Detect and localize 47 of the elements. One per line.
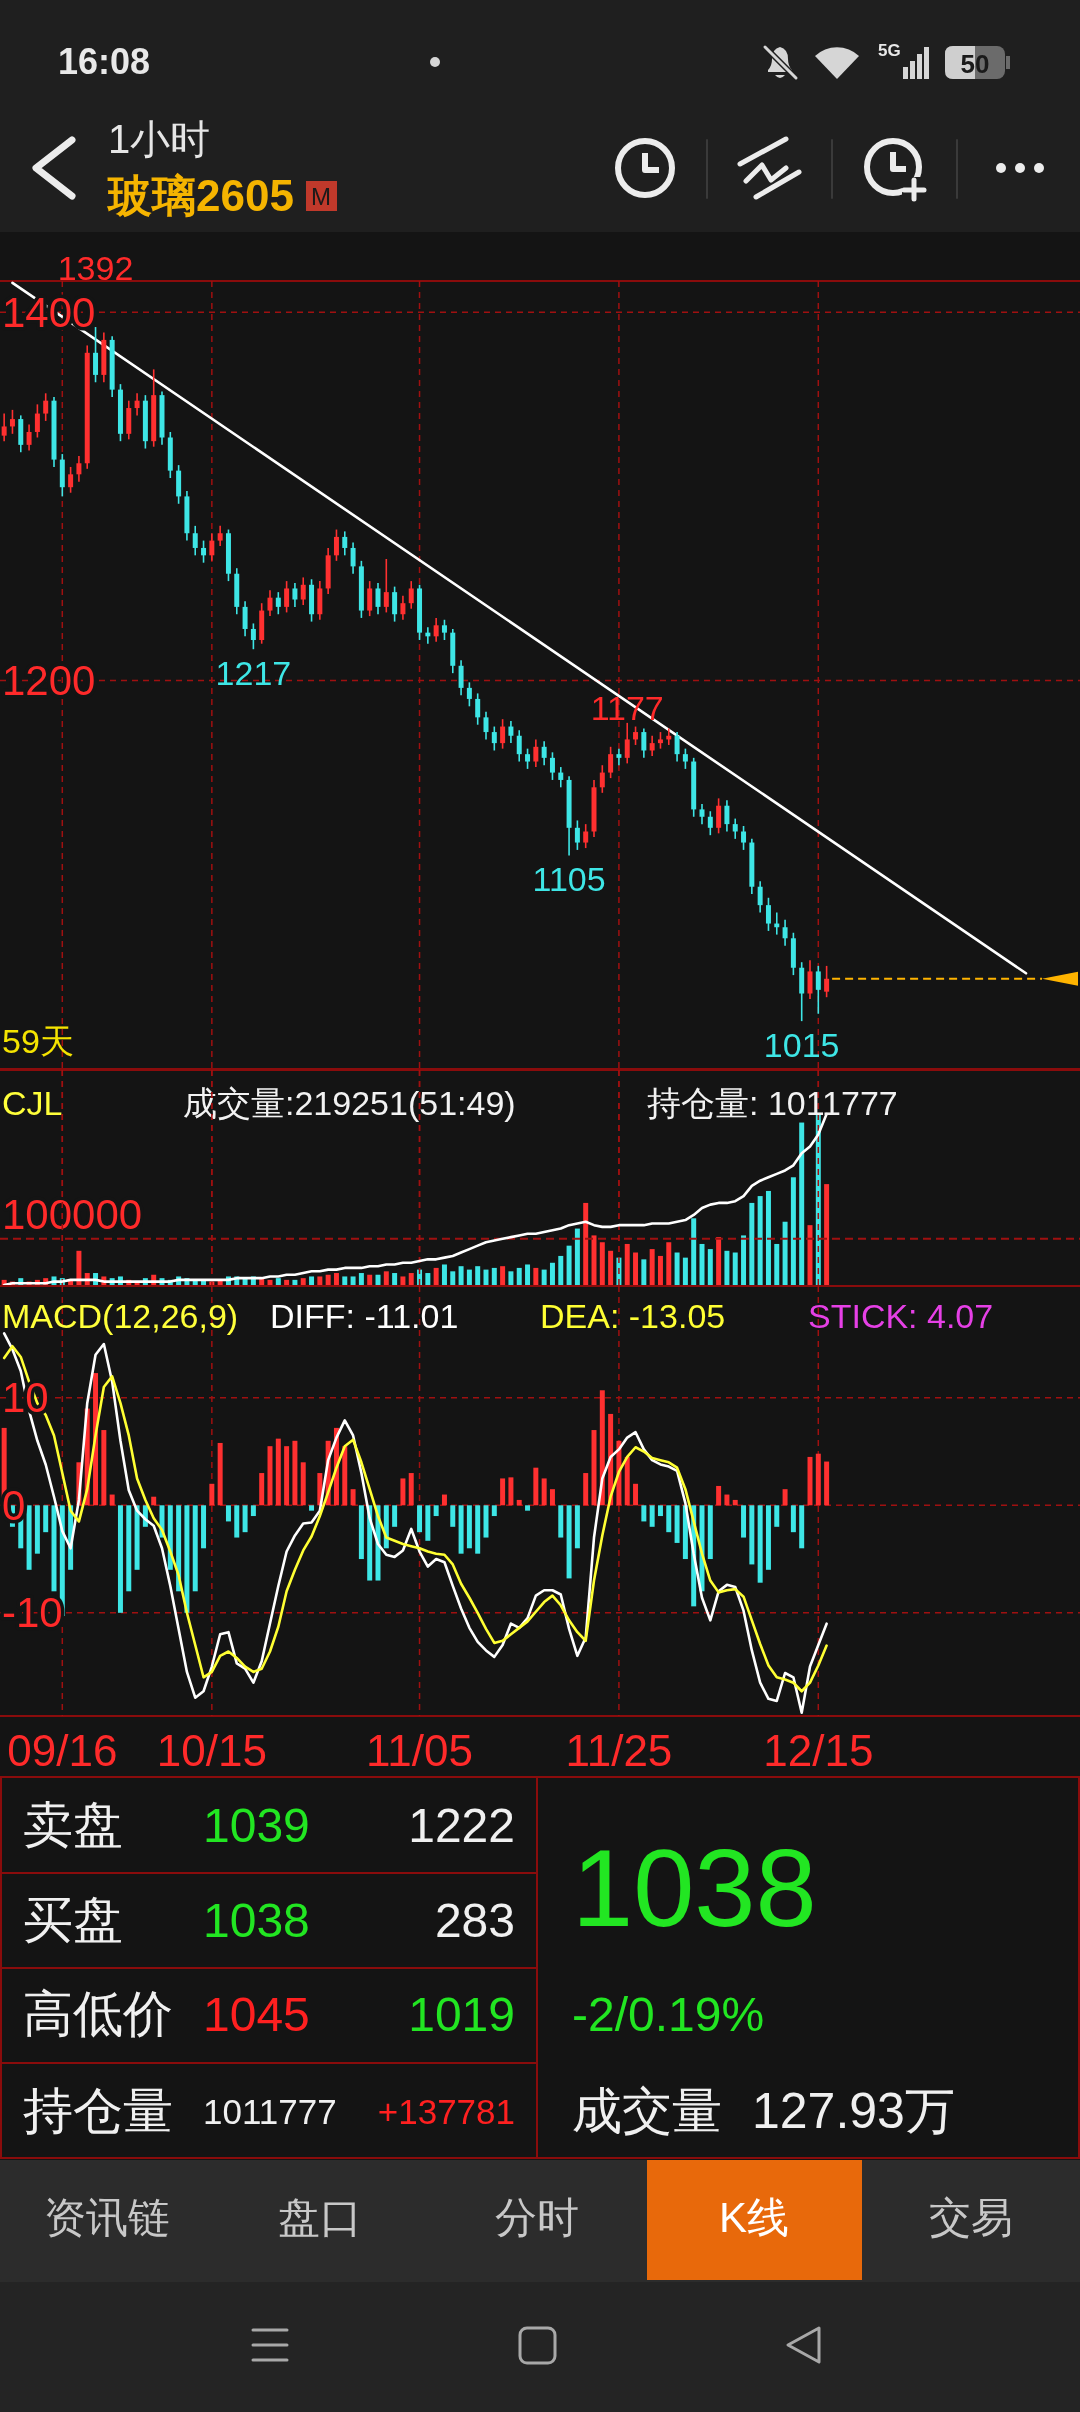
- text: 1045: [203, 1988, 310, 2041]
- text: 50: [960, 49, 990, 79]
- text: 卖盘: [23, 1797, 123, 1853]
- text: 资讯链: [44, 2194, 170, 2241]
- text: 持仓量: [23, 2083, 173, 2139]
- y-tick-label: -10: [2, 1589, 63, 1637]
- text: 1038: [203, 1894, 310, 1947]
- text: 成交量: [572, 2083, 722, 2139]
- chart-title: 玻璃2605: [106, 171, 294, 220]
- text: 283: [434, 1894, 515, 1947]
- text: 分时: [495, 2194, 579, 2241]
- text: 1222: [408, 1799, 515, 1852]
- text: K线: [718, 2194, 790, 2241]
- y-tick-label: 1200: [2, 657, 96, 705]
- text: 127.93万: [752, 2083, 955, 2139]
- text: DEA: -13.05: [540, 1297, 726, 1335]
- x-tick-label: 11/05: [366, 1726, 473, 1775]
- text: 买盘: [23, 1892, 123, 1948]
- annotation: 1392: [57, 248, 134, 287]
- chart-title: CJL: [2, 1084, 63, 1122]
- x-tick-label: 10/15: [156, 1726, 267, 1775]
- text: 高低价: [23, 1986, 173, 2042]
- text: 1019: [408, 1988, 515, 2041]
- text: 5G: [878, 41, 901, 60]
- text: M: [311, 183, 331, 210]
- text: 1038: [572, 1826, 817, 1949]
- annotation: 成交量:219251(51:49): [183, 1084, 516, 1122]
- annotation: 100000: [2, 1190, 143, 1238]
- text: 交易: [929, 2194, 1013, 2241]
- text: 16:08: [58, 41, 151, 82]
- annotation: STICK: 4.07: [808, 1297, 994, 1335]
- x-tick-label: 12/15: [763, 1726, 874, 1775]
- annotation: 持仓量: 1011777: [647, 1084, 898, 1122]
- text: 1011777: [203, 2092, 337, 2131]
- annotation: 1105: [532, 860, 606, 899]
- x-tick-label: 09/16: [7, 1726, 118, 1775]
- annotation: 59天: [2, 1022, 74, 1060]
- text: DIFF: -11.01: [270, 1297, 459, 1335]
- x-tick-label: 11/25: [565, 1726, 673, 1775]
- chart-title: MACD(12,26,9): [2, 1297, 239, 1335]
- text: 1039: [203, 1799, 310, 1852]
- annotation: 1015: [763, 1026, 840, 1065]
- annotation: 1217: [215, 654, 292, 693]
- chart-subtitle: 1小时: [108, 117, 211, 161]
- text: -2/0.19%: [572, 1988, 765, 2041]
- text: 盘口: [278, 2194, 362, 2241]
- text: +137781: [377, 2092, 515, 2131]
